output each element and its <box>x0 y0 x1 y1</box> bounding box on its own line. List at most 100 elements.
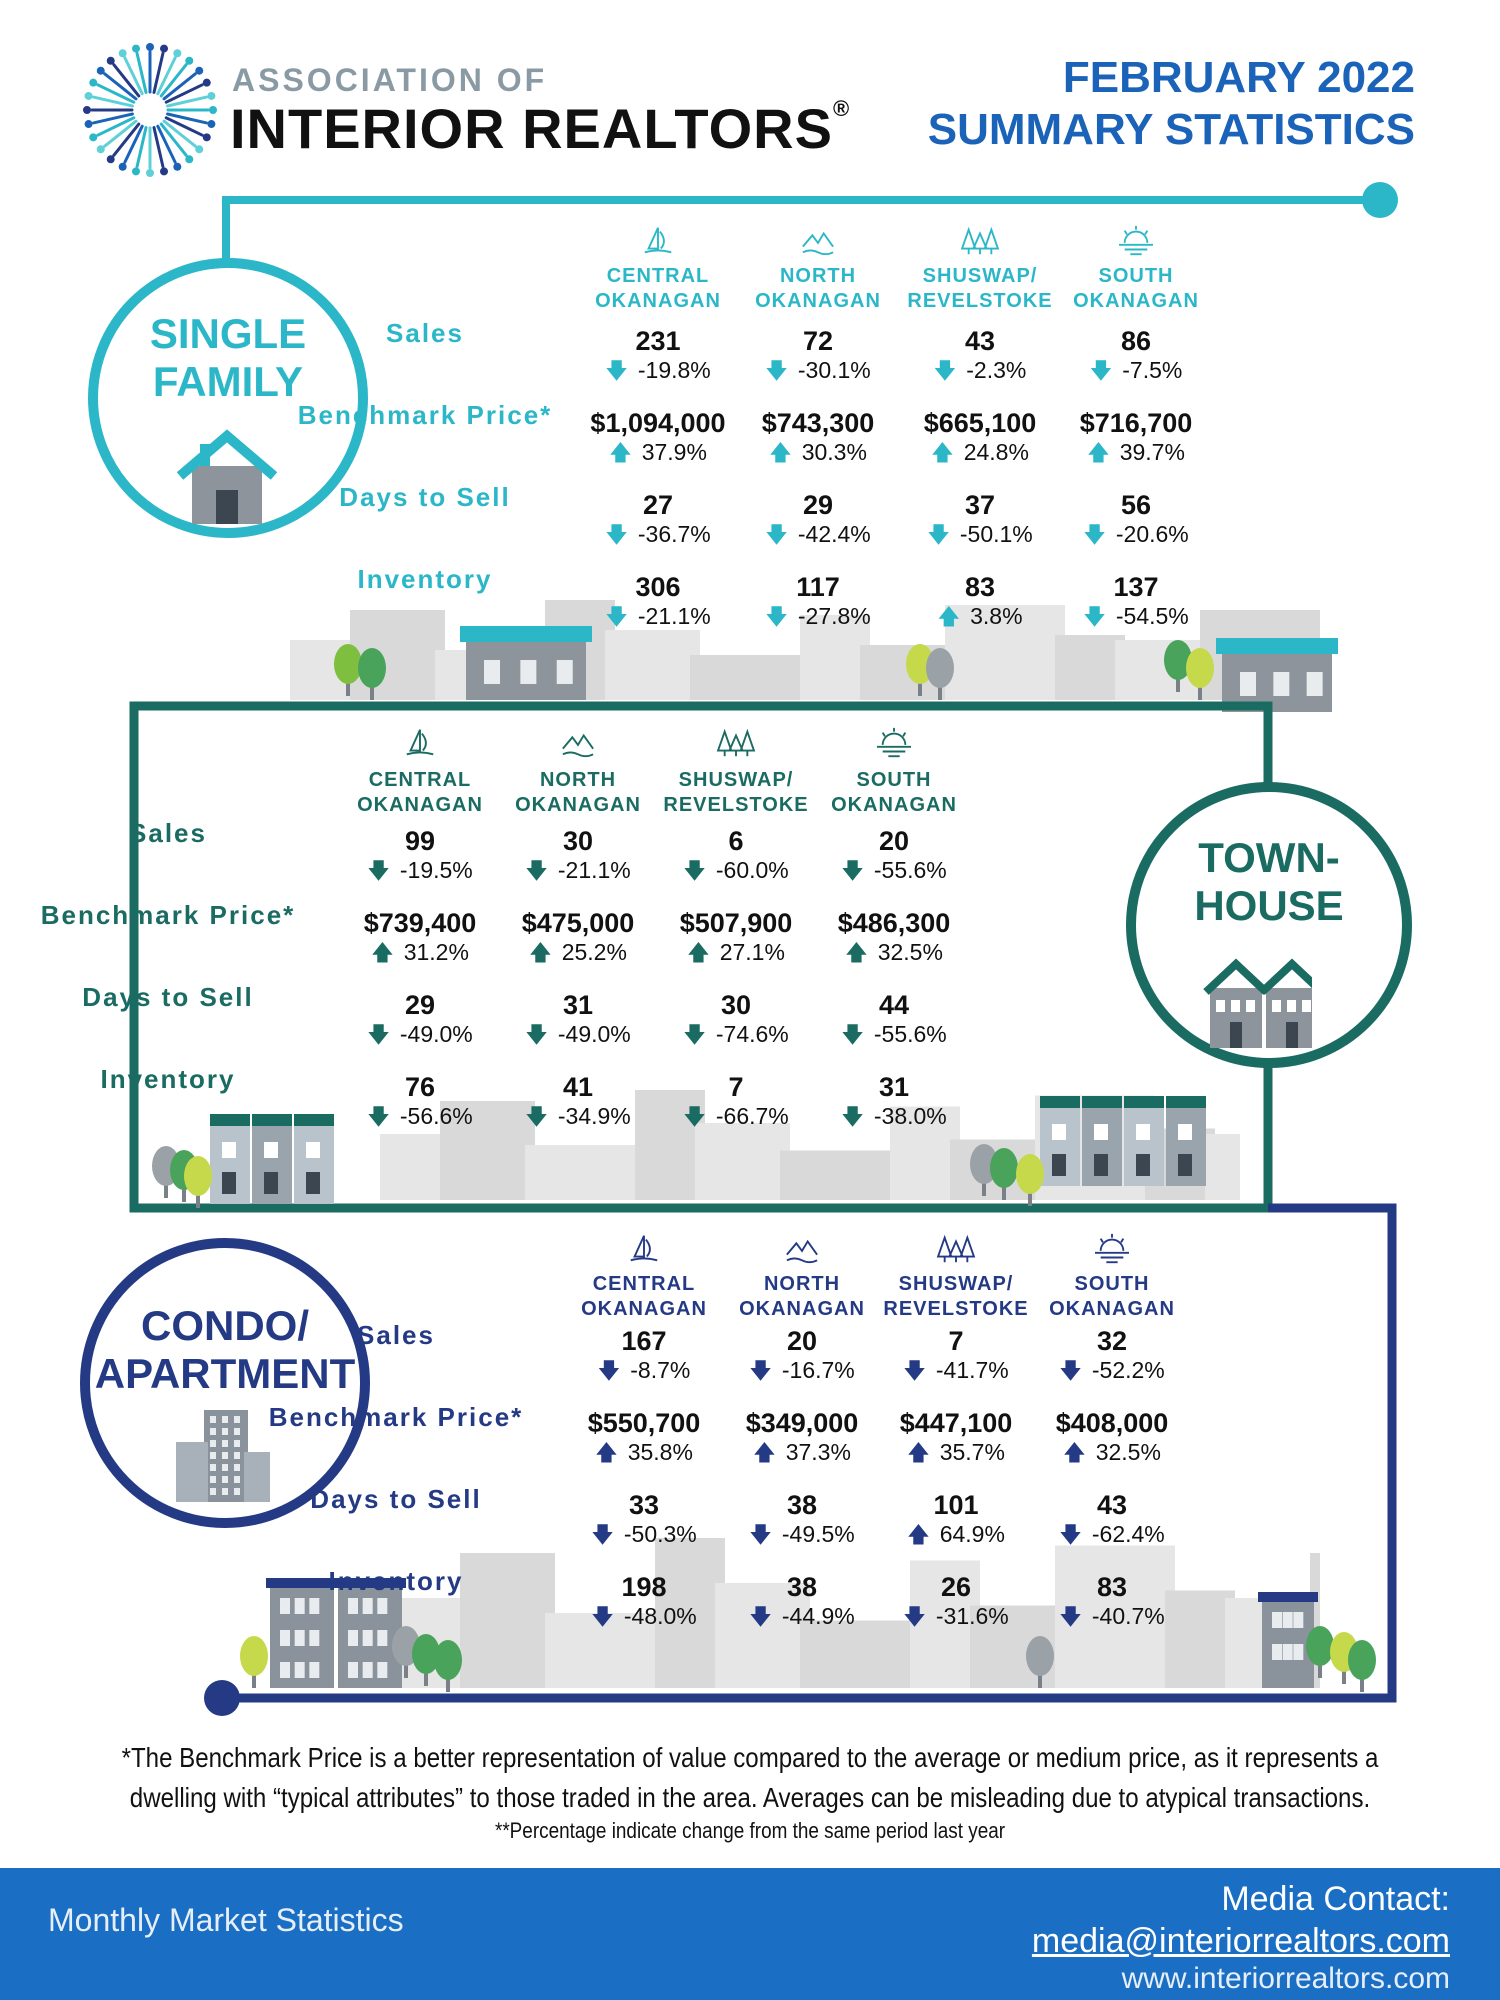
arrow-up-icon: 🡅 <box>769 440 792 465</box>
sailboat-icon <box>644 227 672 254</box>
stat-value: 26 <box>940 1572 972 1602</box>
house-icon <box>176 429 278 524</box>
region-header-line2: OKANAGAN <box>755 290 881 312</box>
stat-cell: $1,094,000 🡅 37.9% <box>578 408 738 467</box>
stat-change-value: -55.6% <box>873 857 947 883</box>
stat-change-value: -55.6% <box>873 1021 947 1047</box>
stat-change-value: -48.0% <box>623 1603 697 1629</box>
media-email-link[interactable]: media@interiorrealtors.com <box>1031 1922 1450 1960</box>
stat-cell: 56 🡇 -20.6% <box>1056 490 1216 549</box>
stat-value: $486,300 <box>837 908 951 938</box>
stat-change: 🡇 -30.1% <box>738 356 898 385</box>
stat-cell: 44 🡇 -55.6% <box>814 990 974 1049</box>
stat-change: 🡇 -55.6% <box>814 856 974 885</box>
region-header-line1: SHUSWAP/ <box>922 265 1038 287</box>
stat-value: $1,094,000 <box>590 408 726 438</box>
stat-cell: 7 🡇 -41.7% <box>876 1326 1036 1385</box>
stat-change-value: -49.0% <box>399 1021 473 1047</box>
arrow-up-icon: 🡅 <box>937 604 961 629</box>
arrow-down-icon: 🡇 <box>1059 1604 1082 1629</box>
stat-change-value: -40.7% <box>1091 1603 1165 1629</box>
stat-cell: 37 🡇 -50.1% <box>900 490 1060 549</box>
stat-value: $665,100 <box>923 408 1037 438</box>
stat-change: 🡇 -48.0% <box>564 1602 724 1631</box>
stat-change: 🡇 -42.4% <box>738 520 898 549</box>
region-header-line1: SHUSWAP/ <box>678 769 794 791</box>
stat-change: 🡇 -21.1% <box>578 602 738 631</box>
stat-value: 30 <box>562 826 594 856</box>
region-header: NORTH OKANAGAN <box>727 1272 877 1322</box>
stat-cell: $665,100 🡅 24.8% <box>900 408 1060 467</box>
footnote-line1: *The Benchmark Price is a better represe… <box>121 1742 1379 1773</box>
stat-change-value: -30.1% <box>797 357 871 383</box>
stat-change: 🡇 -40.7% <box>1032 1602 1192 1631</box>
stat-change: 🡇 -2.3% <box>900 356 1060 385</box>
stat-change: 🡇 -49.0% <box>498 1020 658 1049</box>
arrow-down-icon: 🡇 <box>605 522 628 547</box>
stat-change: 🡇 -19.8% <box>578 356 738 385</box>
arrow-down-icon: 🡇 <box>903 1604 926 1629</box>
stat-cell: 33 🡇 -50.3% <box>564 1490 724 1549</box>
arrow-down-icon: 🡇 <box>605 604 628 629</box>
stat-change: 🡇 -21.1% <box>498 856 658 885</box>
stat-value: 76 <box>404 1072 436 1102</box>
stat-change: 🡇 -60.0% <box>656 856 816 885</box>
stat-value: 6 <box>728 826 744 856</box>
stat-change-value: -19.8% <box>637 357 711 383</box>
stat-value: 20 <box>878 826 910 856</box>
region-header-line1: SOUTH <box>856 769 932 791</box>
arrow-down-icon: 🡇 <box>605 358 628 383</box>
arrow-up-icon: 🡅 <box>1087 440 1110 465</box>
stat-change-value: 30.3% <box>801 439 867 465</box>
stat-change: 🡇 -7.5% <box>1056 356 1216 385</box>
stat-change: 🡇 -50.3% <box>564 1520 724 1549</box>
stat-value: 30 <box>720 990 752 1020</box>
stat-value: 99 <box>404 826 436 856</box>
stat-change-value: -21.1% <box>637 603 711 629</box>
arrow-down-icon: 🡇 <box>841 858 864 883</box>
section-title-line2: FAMILY <box>152 358 304 405</box>
section-title-line2: APARTMENT <box>94 1350 356 1397</box>
stat-change: 🡇 -54.5% <box>1056 602 1216 631</box>
stat-change: 🡇 -50.1% <box>900 520 1060 549</box>
region-header-line1: CENTRAL <box>368 769 472 791</box>
website-link[interactable]: www.interiorrealtors.com <box>1121 1962 1450 1995</box>
stat-change-value: -49.0% <box>557 1021 631 1047</box>
stat-change-value: 39.7% <box>1119 439 1185 465</box>
stat-change-value: -27.8% <box>797 603 871 629</box>
arrow-down-icon: 🡇 <box>597 1358 621 1383</box>
row-label-benchmark-price: Benchmark Price* <box>268 1402 524 1432</box>
stat-value: $447,100 <box>899 1408 1013 1438</box>
stat-change: 🡅 32.5% <box>1032 1438 1192 1467</box>
stat-cell: 83 🡇 -40.7% <box>1032 1572 1192 1631</box>
stat-value: 38 <box>786 1572 818 1602</box>
arrow-down-icon: 🡇 <box>1089 358 1113 383</box>
trees-icon <box>716 728 756 757</box>
stat-cell: $739,400 🡅 31.2% <box>340 908 500 967</box>
stat-change: 🡇 -27.8% <box>738 602 898 631</box>
stat-change: 🡇 -38.0% <box>814 1102 974 1131</box>
stat-cell: 38 🡇 -44.9% <box>722 1572 882 1631</box>
row-label-days-to-sell: Days to Sell <box>339 482 511 512</box>
region-header-line2: OKANAGAN <box>831 794 957 816</box>
stat-value: 7 <box>948 1326 964 1356</box>
row-label-inventory: Inventory <box>328 1566 464 1596</box>
row-label-inventory: Inventory <box>357 564 493 594</box>
arrow-up-icon: 🡅 <box>687 940 710 965</box>
stat-change: 🡅 32.5% <box>814 938 974 967</box>
arrow-up-icon: 🡅 <box>907 1440 930 1465</box>
stat-value: 137 <box>1113 572 1159 602</box>
stat-value: 72 <box>802 326 834 356</box>
stat-change-value: -2.3% <box>966 357 1027 383</box>
region-header-line2: OKANAGAN <box>595 290 721 312</box>
region-header-line1: NORTH <box>779 265 857 287</box>
section-title: CONDO/APARTMENT <box>80 1302 370 1398</box>
stat-cell: $716,700 🡅 39.7% <box>1056 408 1216 467</box>
org-name-main: INTERIOR REALTORS® <box>230 96 851 160</box>
stat-value: 198 <box>621 1572 667 1602</box>
row-label-sales: Sales <box>386 318 464 348</box>
report-title-line1: FEBRUARY 2022 <box>1062 53 1415 102</box>
stat-cell: 43 🡇 -2.3% <box>900 326 1060 385</box>
footer-tagline: Monthly Market Statistics <box>48 1902 404 1938</box>
region-header: SOUTH OKANAGAN <box>819 768 969 818</box>
